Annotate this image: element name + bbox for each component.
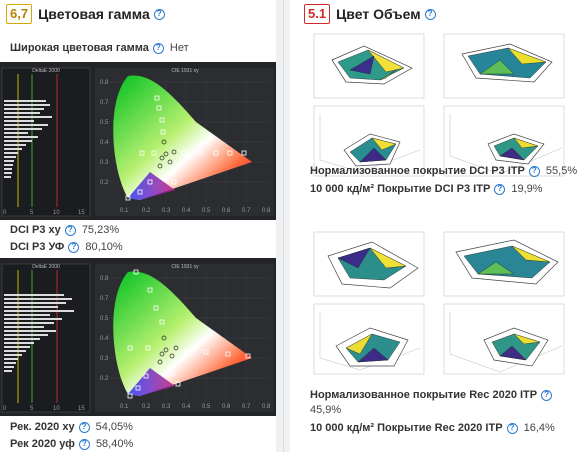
dci-uv-row: DCI P3 УФ? 80,10% (10, 241, 123, 253)
wide-gamut-value: Нет (169, 42, 189, 54)
dci-volume-plots (300, 30, 579, 180)
dci-uv-label: DCI P3 УФ (10, 241, 65, 253)
svg-text:15: 15 (78, 210, 85, 216)
wide-gamut-row: Широкая цветовая гамма? Нет (10, 42, 189, 54)
svg-text:0.5: 0.5 (100, 120, 109, 126)
svg-text:0.7: 0.7 (100, 296, 109, 302)
svg-text:0.4: 0.4 (100, 140, 109, 146)
rec-xy-row: Рек. 2020 xy? 54,05% (10, 421, 133, 433)
help-icon[interactable]: ? (541, 389, 553, 401)
svg-text:5: 5 (30, 210, 34, 216)
svg-text:15: 15 (78, 406, 85, 412)
rec-norm-row: Нормализованное покрытие Rec 2020 ITP? (310, 389, 553, 401)
svg-text:0.2: 0.2 (142, 208, 151, 214)
rec-10000-label: 10 000 кд/м² Покрытие Rec 2020 ITP (310, 422, 503, 434)
svg-text:0.5: 0.5 (100, 316, 109, 322)
svg-text:0.5: 0.5 (202, 208, 211, 214)
rec-xy-value: 54,05% (95, 421, 133, 433)
rec-norm-label: Нормализованное покрытие Rec 2020 ITP (310, 389, 538, 401)
svg-text:10: 10 (53, 406, 60, 412)
delta-chart-title: DeltaE 2000 (32, 264, 60, 270)
dci-10000-row: 10 000 кд/м² Покрытие DCI P3 ITP? 19,9% (310, 183, 543, 195)
svg-text:10: 10 (53, 210, 60, 216)
help-icon[interactable]: ? (64, 224, 76, 236)
svg-text:0.6: 0.6 (222, 404, 231, 410)
rec2020-volume-plots (300, 228, 579, 378)
svg-text:0.3: 0.3 (100, 356, 109, 362)
color-gamut-score: 6,7 (6, 4, 33, 24)
dci-xy-row: DCI P3 xy? 75,23% (10, 224, 119, 236)
dci-norm-label: Нормализованное покрытие DCI P3 ITP (310, 165, 525, 177)
svg-text:0.3: 0.3 (100, 160, 109, 166)
help-icon[interactable]: ? (424, 8, 436, 20)
svg-text:0.6: 0.6 (222, 208, 231, 214)
svg-text:5: 5 (30, 406, 34, 412)
help-icon[interactable]: ? (78, 438, 90, 450)
color-gamut-header: 6,7 Цветовая гамма ? (6, 4, 165, 24)
help-icon[interactable]: ? (152, 42, 164, 54)
svg-text:0.4: 0.4 (182, 404, 191, 410)
svg-text:0.7: 0.7 (242, 404, 251, 410)
help-icon[interactable]: ? (506, 422, 518, 434)
svg-text:0: 0 (3, 210, 7, 216)
svg-text:0.8: 0.8 (262, 404, 271, 410)
dci-xy-value: 75,23% (81, 224, 120, 236)
rec-uv-row: Рек 2020 уф? 58,40% (10, 438, 133, 450)
dci-10000-label: 10 000 кд/м² Покрытие DCI P3 ITP (310, 183, 491, 195)
dci-10000-value: 19,9% (511, 183, 543, 195)
svg-text:0.5: 0.5 (202, 404, 211, 410)
divider (283, 0, 284, 452)
svg-text:0.1: 0.1 (120, 208, 129, 214)
svg-text:0.7: 0.7 (242, 208, 251, 214)
rec-xy-label: Рек. 2020 xy (10, 421, 75, 433)
svg-text:0.1: 0.1 (120, 404, 129, 410)
cie-chart-title: CIE 1931 xy (171, 68, 199, 74)
rec-uv-label: Рек 2020 уф (10, 438, 75, 450)
cie-chart-title: CIE 1931 xy (171, 264, 199, 270)
help-icon[interactable]: ? (494, 183, 506, 195)
svg-text:0.3: 0.3 (162, 404, 171, 410)
svg-text:0.2: 0.2 (142, 404, 151, 410)
svg-text:0.3: 0.3 (162, 208, 171, 214)
color-gamut-title: Цветовая гамма (38, 6, 150, 22)
svg-text:0.4: 0.4 (100, 336, 109, 342)
svg-text:0.2: 0.2 (100, 180, 109, 186)
help-icon[interactable]: ? (78, 421, 90, 433)
help-icon[interactable]: ? (528, 165, 540, 177)
svg-text:0: 0 (3, 406, 7, 412)
rec-10000-value: 16,4% (523, 422, 555, 434)
svg-text:0.8: 0.8 (100, 276, 109, 282)
rec-uv-value: 58,40% (95, 438, 134, 450)
rec-10000-row: 10 000 кд/м² Покрытие Rec 2020 ITP? 16,4… (310, 422, 555, 434)
svg-text:0.4: 0.4 (182, 208, 191, 214)
color-volume-score: 5.1 (304, 4, 331, 24)
color-gamut-card: 6,7 Цветовая гамма ? Широкая цветовая га… (0, 0, 276, 452)
rec-norm-value: 45,9% (310, 404, 342, 416)
svg-text:0.7: 0.7 (100, 100, 109, 106)
dci-norm-value: 55,5% (545, 165, 578, 177)
rec-norm-value-row: 45,9% (310, 404, 341, 416)
dci-xy-label: DCI P3 xy (10, 224, 61, 236)
dci-norm-row: Нормализованное покрытие DCI P3 ITP? 55,… (310, 165, 577, 177)
svg-text:0.8: 0.8 (100, 80, 109, 86)
color-volume-header: 5.1 Цвет Объем ? (304, 4, 436, 24)
help-icon[interactable]: ? (68, 241, 80, 253)
color-volume-title: Цвет Объем (336, 6, 421, 22)
svg-text:0.2: 0.2 (100, 376, 109, 382)
dci-uv-value: 80,10% (85, 241, 123, 253)
wide-gamut-label: Широкая цветовая гамма (10, 42, 149, 54)
help-icon[interactable]: ? (153, 8, 165, 20)
svg-text:0.8: 0.8 (262, 208, 271, 214)
delta-chart-title: DeltaE 2000 (32, 68, 60, 74)
